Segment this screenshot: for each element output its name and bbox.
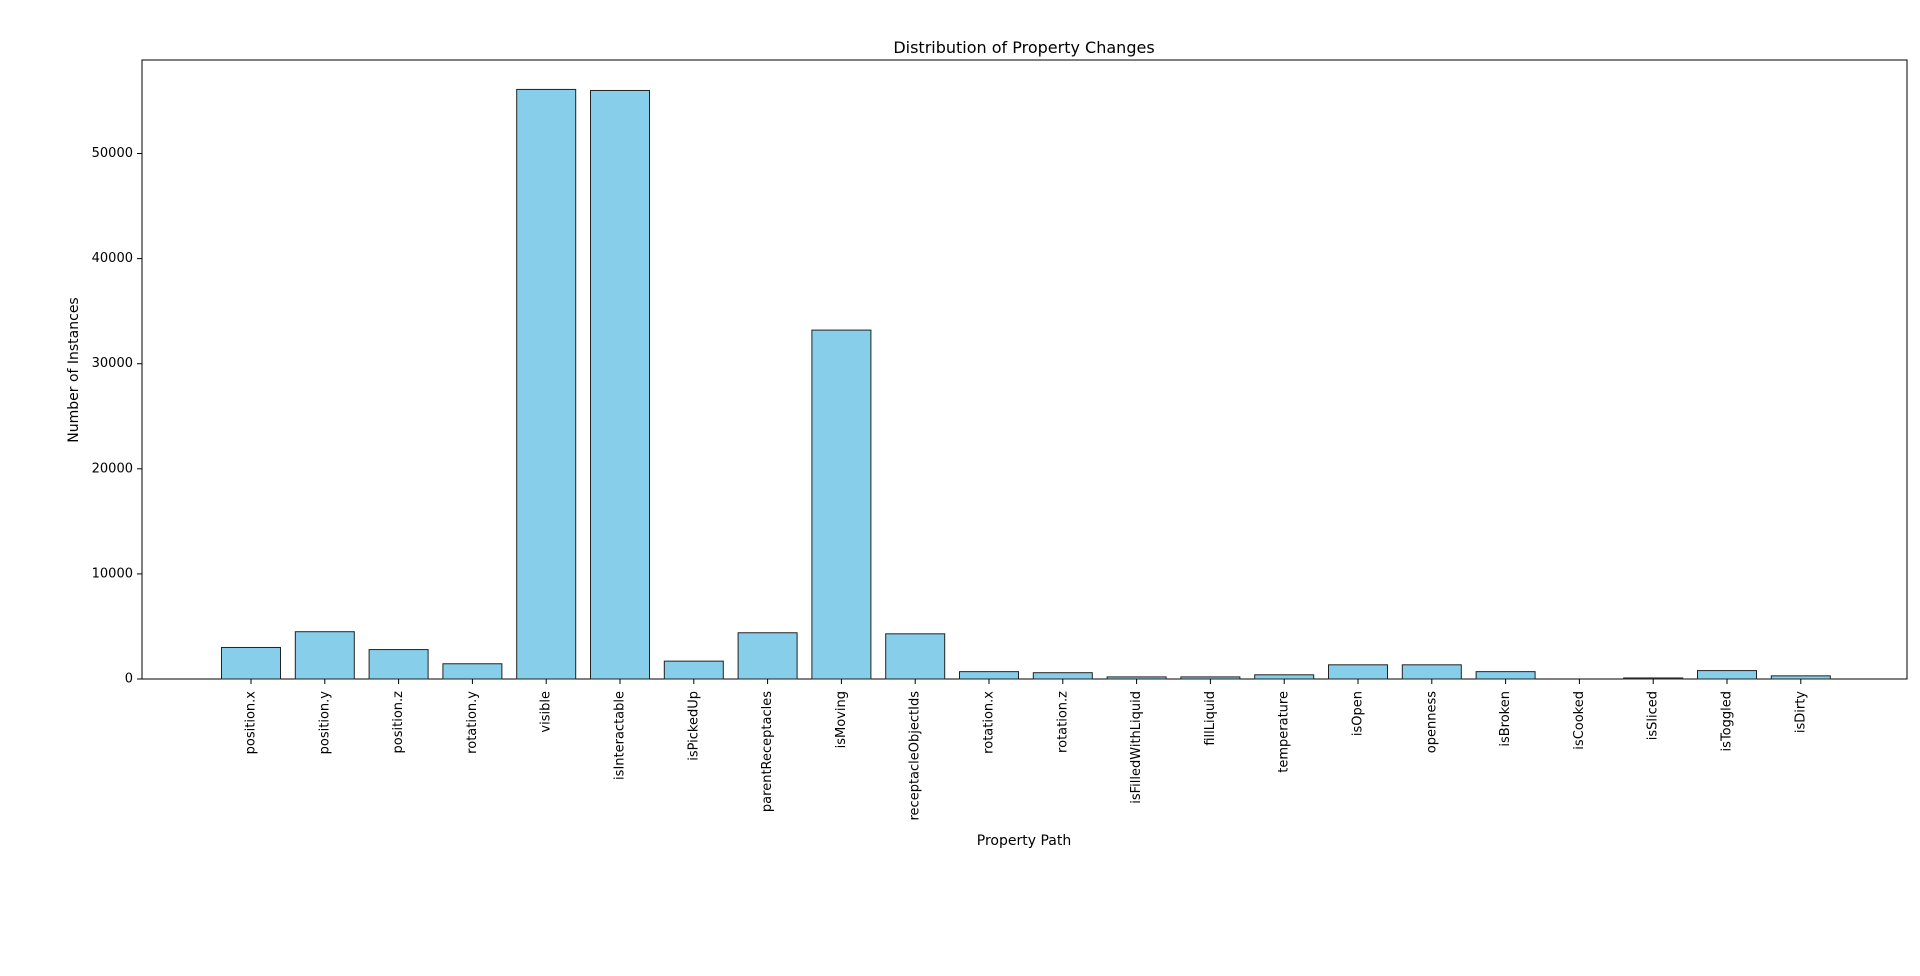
x-tick-label: rotation.y bbox=[465, 691, 480, 754]
bar-isInteractable bbox=[590, 89, 650, 680]
bar-receptacleObjectIds bbox=[885, 633, 946, 680]
x-tick-label: position.y bbox=[317, 691, 332, 755]
bar-visible bbox=[516, 88, 577, 680]
y-tick-label: 50000 bbox=[92, 146, 133, 161]
bar-rotation.x bbox=[959, 671, 1019, 680]
x-tick-label: rotation.x bbox=[982, 691, 997, 754]
x-tick-label: isFilledWithLiquid bbox=[1129, 691, 1144, 804]
bar-isFilledWithLiquid bbox=[1106, 676, 1167, 680]
bar-fillLiquid bbox=[1180, 676, 1241, 680]
x-tick-label: isPickedUp bbox=[686, 691, 701, 761]
x-tick-label: isBroken bbox=[1498, 691, 1513, 747]
bar-isMoving bbox=[811, 329, 872, 680]
y-axis: 0 10000 20000 30000 40000 50000 bbox=[92, 146, 142, 687]
bar-isOpen bbox=[1328, 664, 1388, 680]
bar-openness bbox=[1401, 664, 1462, 680]
y-axis-label: Number of Instances bbox=[66, 297, 82, 442]
y-tick-label: 30000 bbox=[92, 356, 133, 371]
bars-group bbox=[221, 88, 1831, 680]
bar-isToggled bbox=[1697, 670, 1757, 680]
x-axis: position.x position.y position.z rotation.y… bbox=[244, 679, 1808, 821]
x-axis-label: Property Path bbox=[977, 833, 1071, 849]
bar-isPickedUp bbox=[663, 660, 724, 680]
x-tick-label: isToggled bbox=[1720, 691, 1735, 751]
chart-title: Distribution of Property Changes bbox=[893, 38, 1154, 57]
bar-position.z bbox=[368, 649, 429, 680]
bar-isDirty bbox=[1770, 675, 1831, 680]
bar-parentReceptacles bbox=[737, 632, 798, 680]
x-tick-label: parentReceptacles bbox=[760, 691, 775, 812]
bar-temperature bbox=[1254, 674, 1315, 680]
y-tick-label: 0 bbox=[125, 672, 133, 687]
x-tick-label: isOpen bbox=[1351, 691, 1366, 736]
x-tick-label: rotation.z bbox=[1055, 691, 1070, 753]
plot-area bbox=[141, 59, 1908, 680]
bar-position.x bbox=[221, 646, 281, 680]
bar-position.y bbox=[294, 631, 355, 680]
x-tick-label: isMoving bbox=[834, 691, 849, 748]
y-tick-label: 10000 bbox=[92, 566, 133, 581]
x-tick-label: position.z bbox=[391, 691, 406, 754]
bar-isSliced bbox=[1623, 677, 1684, 680]
bar-rotation.z bbox=[1032, 672, 1093, 680]
x-tick-label: fillLiquid bbox=[1203, 691, 1218, 746]
x-tick-label: position.x bbox=[244, 691, 259, 755]
x-tick-label: visible bbox=[539, 691, 554, 733]
bar-isBroken bbox=[1475, 671, 1536, 680]
y-tick-label: 20000 bbox=[92, 461, 133, 476]
bar-rotation.y bbox=[442, 663, 503, 680]
x-tick-label: receptacleObjectIds bbox=[908, 691, 923, 821]
y-tick-label: 40000 bbox=[92, 251, 133, 266]
x-tick-label: temperature bbox=[1277, 691, 1292, 773]
x-tick-label: isSliced bbox=[1646, 691, 1661, 740]
x-tick-label: openness bbox=[1424, 691, 1439, 753]
x-tick-label: isCooked bbox=[1572, 691, 1587, 750]
x-tick-label: isInteractable bbox=[613, 691, 628, 780]
x-tick-label: isDirty bbox=[1793, 691, 1808, 733]
